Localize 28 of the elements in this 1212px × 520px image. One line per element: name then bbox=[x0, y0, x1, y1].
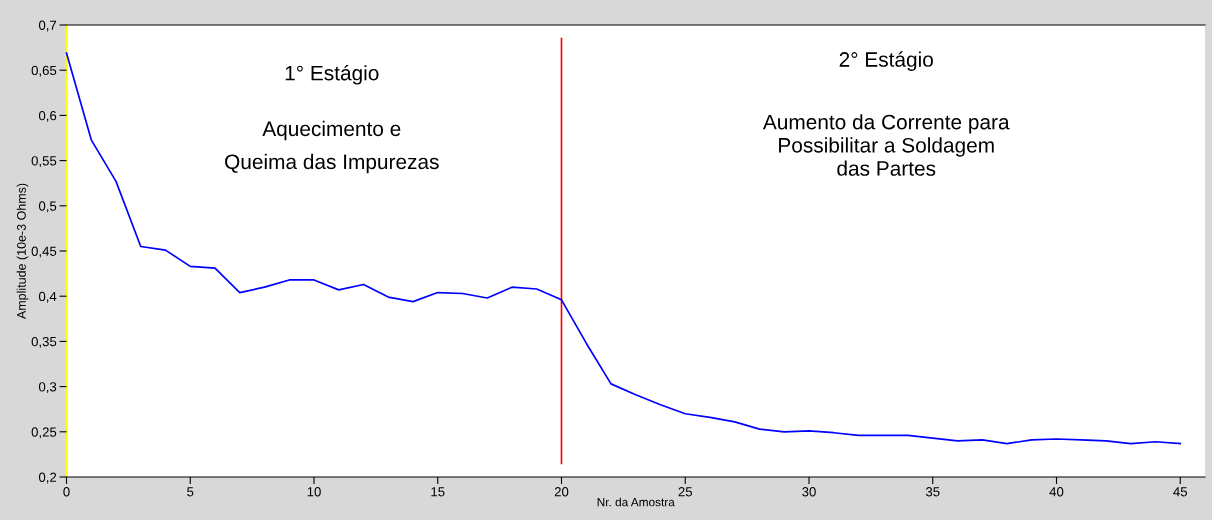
x-tick-label: 45 bbox=[1173, 487, 1188, 497]
x-tick-label: 40 bbox=[1049, 487, 1064, 497]
y-tick-label: 0,2 bbox=[38, 472, 57, 484]
y-tick-label: 0,3 bbox=[38, 382, 57, 394]
x-tick-label: 30 bbox=[802, 487, 816, 497]
x-tick-label: 20 bbox=[554, 487, 569, 497]
line-series bbox=[65, 52, 1182, 445]
x-tick-label: 5 bbox=[187, 487, 194, 497]
y-tick-label: 0,6 bbox=[38, 110, 57, 122]
x-tick-label: 10 bbox=[307, 487, 321, 497]
x-axis-title: Nr. da Amostra bbox=[597, 497, 675, 507]
y-tick-label: 0,5 bbox=[38, 201, 57, 213]
y-tick-label: 0,25 bbox=[31, 427, 57, 439]
y-tick-label: 0,45 bbox=[31, 246, 57, 258]
y-tick-label: 0,7 bbox=[38, 20, 57, 32]
y-tick-label: 0,35 bbox=[31, 336, 57, 348]
annotation: Aquecimento e Queima das Impurezas bbox=[225, 120, 439, 174]
x-tick-label: 15 bbox=[431, 487, 445, 497]
y-tick-label: 0,55 bbox=[31, 156, 57, 168]
x-tick-label: 35 bbox=[925, 487, 940, 497]
annotation: 1° Estágio bbox=[285, 64, 379, 85]
y-tick-label: 0,65 bbox=[31, 65, 57, 77]
y-tick-label: 0,4 bbox=[38, 291, 57, 303]
x-tick-label: 25 bbox=[678, 487, 693, 497]
y-axis-title: Amplitude (10e-3 Ohms) bbox=[16, 183, 29, 320]
annotation: Aumento da Corrente para Possibilitar a Soldagem das Partes bbox=[762, 114, 1010, 176]
annotation: 2° Estágio bbox=[839, 51, 933, 71]
x-tick-label: 0 bbox=[63, 487, 70, 497]
